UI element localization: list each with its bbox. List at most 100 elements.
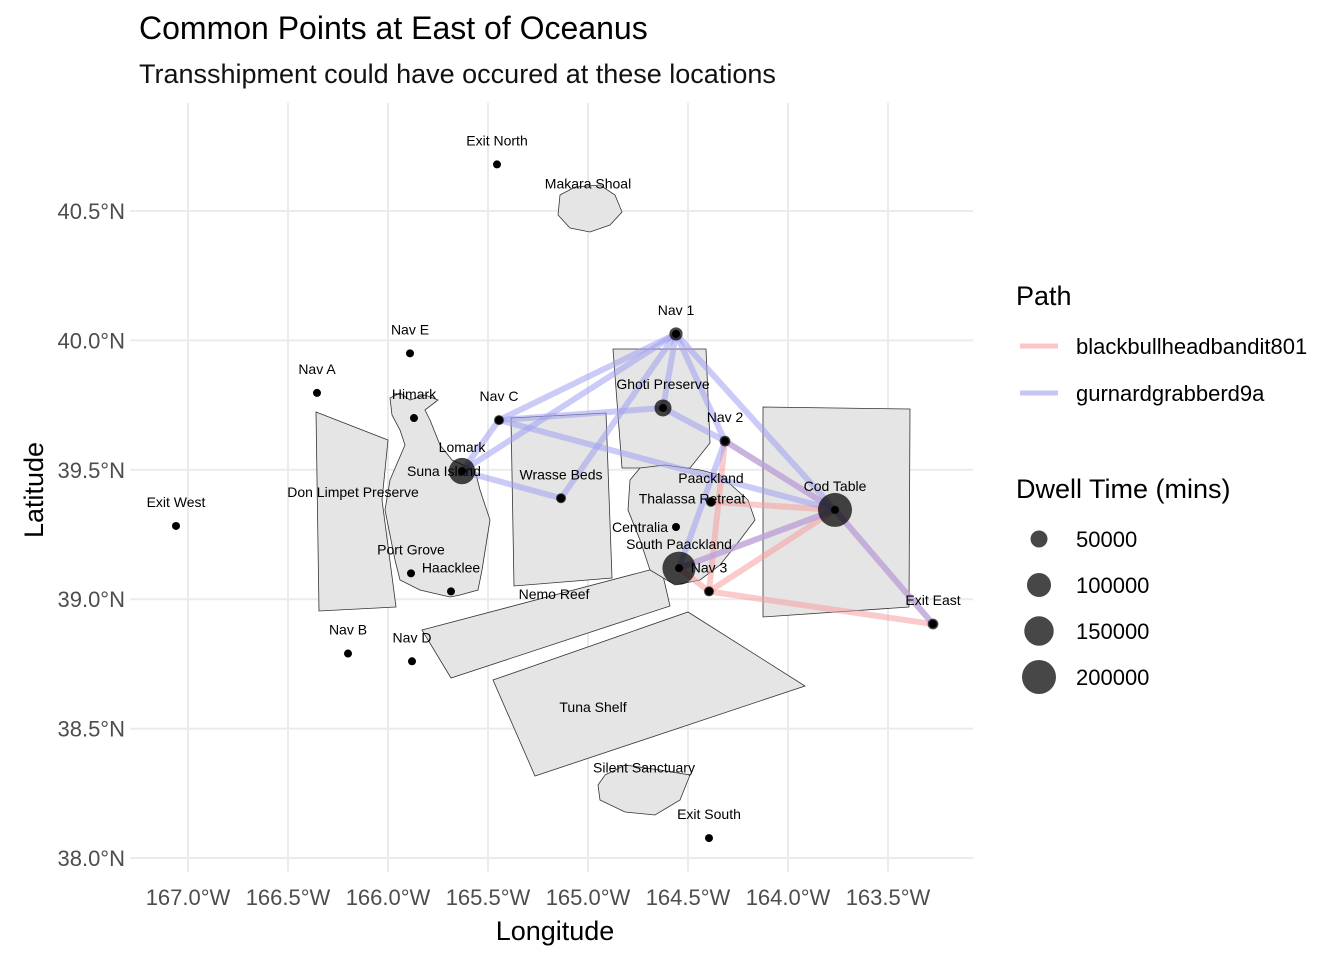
- location-point: [313, 388, 321, 397]
- path-segment-blackbullheadbandit801: [706, 506, 838, 595]
- location-label: Nav C: [480, 388, 519, 404]
- location-label: Nav A: [298, 361, 336, 377]
- location-center: [929, 620, 937, 629]
- x-tick-label: 163.5°W: [846, 885, 931, 910]
- legend-size-key: [1026, 572, 1052, 598]
- y-tick-label: 39.5°N: [57, 458, 125, 483]
- region-label: Nemo Reef: [519, 586, 590, 602]
- path-segment-gurnardgrabberd9a: [673, 330, 838, 513]
- y-tick-label: 39.0°N: [57, 587, 125, 612]
- location-point: [172, 521, 180, 530]
- location-label: Paackland: [678, 470, 743, 486]
- location-label: Nav 2: [707, 409, 744, 425]
- location-point: [705, 834, 713, 843]
- location-label: Haacklee: [422, 559, 481, 575]
- x-tick-label: 164.5°W: [646, 885, 731, 910]
- path-segment-gurnardgrabberd9a: [459, 330, 679, 475]
- y-tick-label: 38.0°N: [57, 846, 125, 871]
- y-tick-label: 40.5°N: [57, 199, 125, 224]
- location-point: [410, 414, 418, 423]
- path-segment-gurnardgrabberd9a: [676, 438, 728, 572]
- location-center: [707, 497, 715, 506]
- location-label: Centralia: [612, 519, 668, 535]
- location-label: Wrasse Beds: [520, 466, 603, 482]
- location-label: Nav 3: [691, 559, 728, 575]
- location-label: Himark: [392, 386, 437, 402]
- location-center: [705, 587, 713, 596]
- legend-size-title: Dwell Time (mins): [1016, 474, 1231, 504]
- x-tick-label: 165.5°W: [446, 885, 531, 910]
- path-segment-gurnardgrabberd9a: [496, 417, 838, 513]
- path-segment-gurnardgrabberd9a: [722, 438, 838, 513]
- region-label: Tuna Shelf: [559, 699, 626, 715]
- location-label: Ghoti Preserve: [616, 376, 710, 392]
- path-segment-gurnardgrabberd9a: [496, 330, 679, 424]
- chart-title: Common Points at East of Oceanus: [139, 10, 648, 46]
- path-segment-gurnardgrabberd9a: [673, 330, 728, 445]
- region-don-limpet-preserve: [315, 411, 397, 612]
- path-segment-blackbullheadbandit801: [706, 588, 936, 628]
- path-segment-gurnardgrabberd9a: [832, 506, 936, 628]
- path-segment-gurnardgrabberd9a: [676, 506, 838, 572]
- legend-path-label: gurnardgrabberd9a: [1076, 381, 1265, 406]
- region-label: Don Limpet Preserve: [287, 484, 419, 500]
- location-center: [495, 416, 503, 425]
- location-label: Nav 1: [658, 302, 695, 318]
- region-label: Thalassa Retreat: [639, 490, 746, 506]
- legend-path-title: Path: [1016, 281, 1072, 311]
- legend-size-label: 200000: [1076, 665, 1149, 690]
- x-axis-label: Longitude: [496, 916, 615, 946]
- location-point: [407, 569, 415, 578]
- legend-size-label: 50000: [1076, 527, 1137, 552]
- region-makara-shoal: [557, 184, 623, 233]
- region-label: Makara Shoal: [545, 175, 631, 191]
- location-point: [493, 160, 501, 169]
- region-label: Suna Island: [407, 463, 481, 479]
- y-tick-label: 38.5°N: [57, 717, 125, 742]
- location-label: Nav E: [391, 321, 429, 337]
- path-segment-gurnardgrabberd9a: [459, 468, 564, 502]
- legend-size-label: 150000: [1076, 619, 1149, 644]
- region-suna-island: [384, 392, 491, 598]
- x-tick-label: 164.0°W: [746, 885, 831, 910]
- path-segment-gurnardgrabberd9a: [496, 404, 666, 424]
- region-nemo-reef: [421, 566, 671, 679]
- location-label: Exit South: [677, 806, 741, 822]
- location-center: [672, 329, 680, 338]
- path-segment-blackbullheadbandit801: [706, 438, 728, 595]
- path-segment-gurnardgrabberd9a: [660, 404, 728, 445]
- y-axis-label: Latitude: [19, 442, 49, 538]
- location-point: [408, 657, 416, 666]
- region-tuna-shelf: [492, 611, 806, 777]
- location-label: Exit North: [466, 132, 527, 148]
- region-label: Silent Sanctuary: [593, 759, 695, 775]
- region-silent-sanctuary: [597, 764, 691, 816]
- location-label: Exit West: [147, 494, 206, 510]
- path-segment-blackbullheadbandit801: [708, 498, 838, 513]
- location-label: Lomark: [439, 439, 487, 455]
- location-point: [447, 587, 455, 596]
- location-center: [557, 494, 565, 503]
- location-point: [406, 349, 414, 358]
- location-label: South Paackland: [626, 536, 732, 552]
- chart-subtitle: Transshipment could have occured at thes…: [139, 59, 776, 89]
- y-tick-label: 40.0°N: [57, 328, 125, 353]
- x-tick-label: 166.0°W: [346, 885, 431, 910]
- location-label: Exit East: [905, 592, 960, 608]
- path-segment-gurnardgrabberd9a: [558, 330, 679, 502]
- legend-path-label: blackbullheadbandit801: [1076, 334, 1307, 359]
- legend-size-key: [1024, 616, 1054, 646]
- x-tick-label: 167.0°W: [146, 885, 231, 910]
- location-center: [721, 437, 729, 446]
- location-center: [659, 403, 667, 412]
- legend-size-key: [1022, 660, 1056, 694]
- location-label: Cod Table: [804, 478, 867, 494]
- path-segment-gurnardgrabberd9a: [660, 330, 679, 411]
- location-point: [672, 522, 680, 531]
- x-tick-label: 165.0°W: [546, 885, 631, 910]
- legend-size-key: [1030, 530, 1048, 548]
- location-label: Nav D: [393, 629, 432, 645]
- x-tick-label: 166.5°W: [246, 885, 331, 910]
- location-point: [344, 649, 352, 658]
